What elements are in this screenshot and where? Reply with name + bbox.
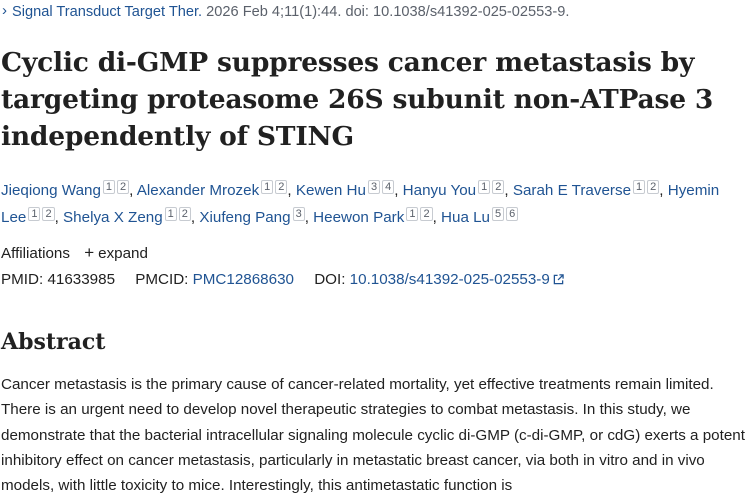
affiliations-label: Affiliations xyxy=(1,245,70,262)
author-link[interactable]: Hanyu You xyxy=(402,182,477,199)
affiliation-ref[interactable]: 2 xyxy=(117,180,130,194)
affiliation-ref[interactable]: 3 xyxy=(292,207,305,221)
author-link[interactable]: Alexander Mrozek xyxy=(136,182,260,199)
affiliation-ref[interactable]: 2 xyxy=(420,207,433,221)
doi-value: 10.1038/s41392-025-02553-9 xyxy=(349,271,550,288)
affiliation-ref[interactable]: 2 xyxy=(42,207,55,221)
affiliation-ref[interactable]: 2 xyxy=(275,180,288,194)
expand-label: expand xyxy=(98,245,148,262)
doi-label: DOI: xyxy=(314,271,346,288)
plus-icon: + xyxy=(84,243,95,262)
affiliation-ref[interactable]: 1 xyxy=(102,180,116,194)
author-link[interactable]: Sarah E Traverse xyxy=(512,182,632,199)
affiliation-ref[interactable]: 1 xyxy=(261,180,274,194)
affiliation-ref[interactable]: 1 xyxy=(478,180,491,194)
author-link[interactable]: Hua Lu xyxy=(441,209,491,226)
expand-affiliations-button[interactable]: + expand xyxy=(74,243,148,262)
citation-details: 2026 Feb 4;11(1):44. doi: 10.1038/s41392… xyxy=(206,4,570,20)
chevron-right-icon[interactable]: › xyxy=(2,2,7,19)
abstract-heading: Abstract xyxy=(1,329,106,355)
affiliation-ref[interactable]: 1 xyxy=(164,207,177,221)
author-link[interactable]: Hyemin Lee xyxy=(1,182,720,226)
affiliation-ref[interactable]: 2 xyxy=(178,207,191,221)
affiliation-ref[interactable]: 4 xyxy=(382,180,395,194)
author-link[interactable]: Xiufeng Pang xyxy=(199,209,291,226)
affiliation-ref[interactable]: 1 xyxy=(28,207,41,221)
affiliation-ref[interactable]: 2 xyxy=(492,180,505,194)
affiliations-row: Affiliations + expand xyxy=(1,243,148,263)
pmcid-link[interactable]: PMC12868630 xyxy=(192,271,294,288)
author-link[interactable]: Kewen Hu xyxy=(295,182,366,199)
affiliation-ref[interactable]: 6 xyxy=(506,207,519,221)
affiliation-ref[interactable]: 2 xyxy=(647,180,660,194)
article-title: Cyclic di-GMP suppresses cancer metastas… xyxy=(1,47,714,152)
pmid-label: PMID: xyxy=(1,271,44,288)
abstract-text: Cancer metastasis is the primary cause o… xyxy=(1,376,745,495)
citation-line: › Signal Transduct Target Ther. 2026 Feb … xyxy=(2,2,570,20)
doi-link[interactable]: 10.1038/s41392-025-02553-9 xyxy=(350,271,564,288)
affiliation-ref[interactable]: 5 xyxy=(492,207,505,221)
pmcid-label: PMCID: xyxy=(135,271,189,288)
journal-link[interactable]: Signal Transduct Target Ther. xyxy=(12,4,203,20)
author-link[interactable]: Heewon Park xyxy=(313,209,405,226)
identifiers-row: PMID: 41633985 PMCID: PMC12868630 DOI: 1… xyxy=(1,271,564,288)
affiliation-ref[interactable]: 1 xyxy=(633,180,646,194)
author-link[interactable]: Shelya X Zeng xyxy=(63,209,163,226)
pmid-value: 41633985 xyxy=(47,271,116,288)
author-list: Jieqiong Wang 1 2, Alexander Mrozek 1 2, Kew… xyxy=(1,180,720,226)
external-link-icon xyxy=(553,274,564,285)
affiliation-ref[interactable]: 1 xyxy=(406,207,419,221)
affiliation-ref[interactable]: 3 xyxy=(367,180,381,194)
author-link[interactable]: Jieqiong Wang xyxy=(1,182,101,199)
